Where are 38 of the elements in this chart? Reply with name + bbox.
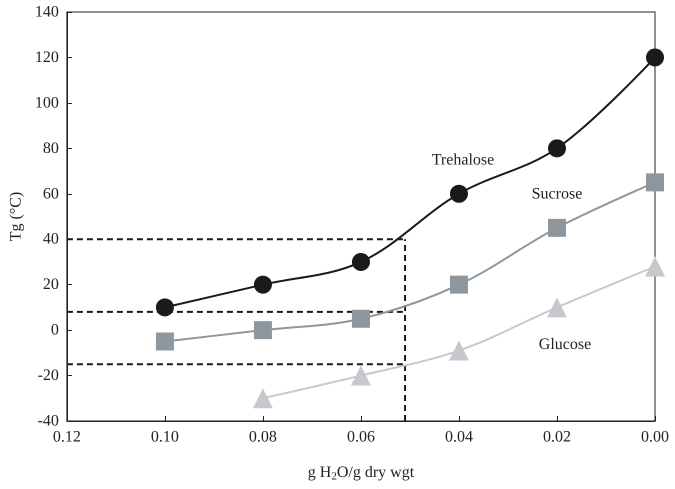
point — [646, 48, 664, 66]
point — [450, 276, 468, 294]
point — [450, 184, 468, 203]
x-tick-label: 0.08 — [248, 428, 277, 446]
y-tick-label: 40 — [42, 230, 59, 248]
x-tick-label: 0.00 — [641, 428, 669, 446]
point — [156, 298, 174, 316]
point — [350, 366, 371, 386]
point — [254, 276, 272, 294]
point — [156, 332, 174, 350]
y-tick-label: 60 — [42, 185, 59, 202]
y-tick-label: 0 — [50, 322, 59, 339]
x-tick-label: 0.06 — [346, 428, 375, 446]
x-tick-label: 0.04 — [444, 428, 473, 446]
y-tick-label: -20 — [38, 367, 59, 384]
point — [252, 388, 273, 408]
point — [548, 218, 566, 237]
y-tick-label: 120 — [34, 48, 59, 66]
series-label: Glucose — [538, 336, 592, 353]
x-tick-label: 0.02 — [542, 428, 571, 446]
x-tick-label: 0.12 — [52, 428, 81, 446]
point — [646, 173, 664, 192]
x-tick-label: 0.10 — [150, 428, 179, 446]
y-axis-title: Tg (°C) — [8, 192, 24, 242]
y-tick-label: -40 — [38, 412, 59, 430]
point — [645, 256, 665, 276]
point — [352, 252, 370, 271]
y-tick-label: 100 — [34, 94, 59, 112]
point — [254, 321, 272, 340]
point — [546, 297, 567, 318]
series-label: Sucrose — [532, 185, 582, 202]
y-tick-label: 20 — [42, 276, 59, 294]
point — [352, 310, 370, 328]
point — [548, 139, 566, 158]
y-tick-label: 80 — [42, 140, 59, 157]
y-tick-label: 140 — [34, 4, 59, 20]
series-label: Trehalose — [432, 151, 494, 168]
point — [448, 340, 469, 361]
